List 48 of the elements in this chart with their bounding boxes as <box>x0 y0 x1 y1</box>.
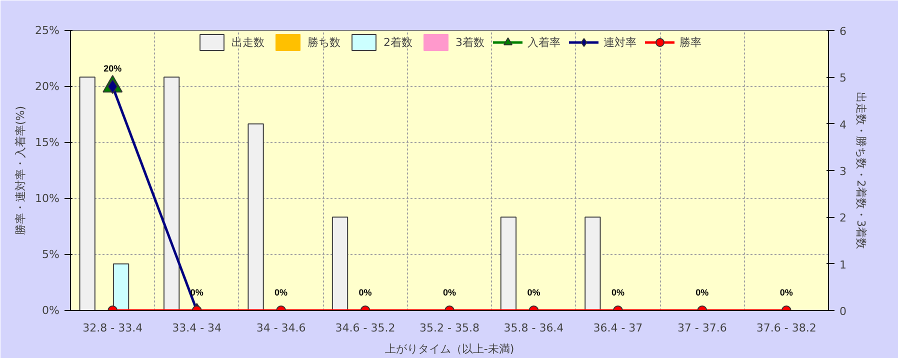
y2-tick-label: 6 <box>840 25 846 38</box>
legend-label: 2着数 <box>384 34 412 50</box>
legend-label: 連対率 <box>604 34 636 50</box>
bar <box>500 216 517 310</box>
y2-tick-label: 0 <box>840 305 846 318</box>
data-label: 0% <box>274 288 288 298</box>
y-axis-title: 勝率・連対率・入着率(%) <box>14 106 28 236</box>
legend-label: 3着数 <box>456 34 484 50</box>
data-label: 0% <box>442 288 456 298</box>
x-tick-label: 33.4 - 34 <box>172 322 222 334</box>
legend-label: 出走数 <box>232 34 264 50</box>
y-tick-label: 5% <box>42 248 60 261</box>
bar <box>112 263 130 310</box>
y-tick-label: 10% <box>35 192 60 205</box>
x-tick-label: 37 - 37.6 <box>677 322 727 334</box>
data-label: 0% <box>780 288 793 298</box>
x-tick-label: 34.6 - 35.2 <box>335 322 396 334</box>
bar <box>248 123 264 310</box>
bar <box>332 216 348 310</box>
bar <box>163 76 180 310</box>
x-tick-label: 37.6 - 38.2 <box>756 322 816 334</box>
bar <box>584 216 601 310</box>
y-tick-label: 0% <box>42 304 60 317</box>
x-tick-label: 36.4 - 37 <box>593 322 643 334</box>
y-tick-label: 25% <box>35 24 60 37</box>
data-label: 0% <box>696 288 709 298</box>
y2-tick-label: 1 <box>840 258 846 272</box>
x-tick-label: 32.8 - 33.4 <box>82 322 143 334</box>
x-tick-label: 35.8 - 36.4 <box>504 322 564 334</box>
x-axis-title: 上がりタイム（以上-未満) <box>384 342 514 356</box>
y2-axis-title: 出走数・勝ち数・2着数・3着数 <box>854 92 868 249</box>
legend-label: 入着率 <box>528 34 560 50</box>
y-tick-label: 20% <box>35 80 60 93</box>
y2-tick-label: 5 <box>840 72 846 85</box>
x-tick-label: 35.2 - 35.8 <box>420 322 480 334</box>
data-label: 0% <box>358 288 372 298</box>
data-label: 0% <box>527 288 540 298</box>
y2-tick-label: 4 <box>840 118 846 132</box>
y2-tick-label: 3 <box>840 165 846 178</box>
y-tick-label: 15% <box>35 136 60 149</box>
bar <box>79 76 96 310</box>
data-label: 20% <box>104 64 122 74</box>
x-tick-label: 34 - 34.6 <box>256 322 306 334</box>
legend-label: 勝率 <box>680 34 702 50</box>
legend-label: 勝ち数 <box>308 34 340 50</box>
y2-tick-label: 2 <box>840 212 846 225</box>
data-label: 0% <box>611 288 624 298</box>
data-label: 0% <box>190 288 204 298</box>
